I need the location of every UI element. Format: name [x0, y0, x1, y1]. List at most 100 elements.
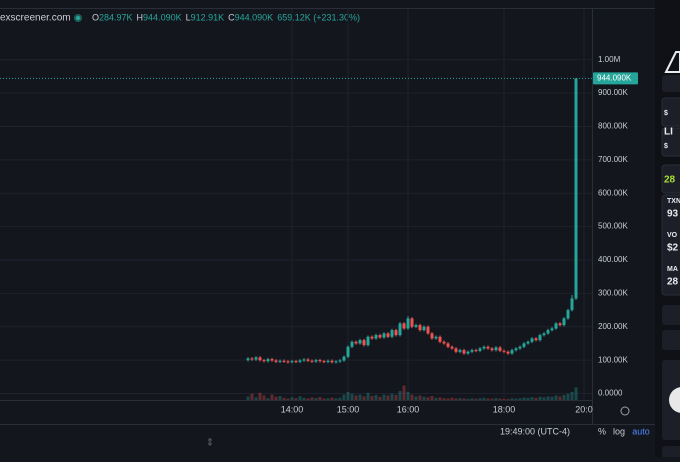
candle-body: [282, 360, 286, 362]
y-tick-label: 400.00K: [598, 255, 628, 264]
volume-bar: [410, 394, 414, 400]
candle-body: [366, 336, 370, 346]
candle-body: [266, 359, 270, 362]
candle-body: [346, 346, 350, 357]
candle-body: [302, 359, 306, 361]
resize-handle[interactable]: ⇕: [206, 438, 214, 449]
panel-button[interactable]: [662, 75, 680, 92]
volume-bar: [566, 393, 570, 400]
auto-toggle[interactable]: auto: [632, 426, 650, 436]
volume-bar: [534, 397, 538, 400]
volume-bar: [270, 394, 274, 400]
candle-body: [362, 340, 366, 346]
candle-body: [550, 328, 554, 331]
site: exscreener.com: [0, 13, 71, 24]
volume-bar: [474, 398, 478, 400]
candle-body: [358, 340, 362, 344]
candle-body: [566, 310, 570, 319]
candle-body: [506, 351, 510, 354]
volume-bar: [438, 397, 442, 400]
volume-bar: [282, 397, 286, 400]
candle-body: [286, 361, 290, 363]
volume-bar: [278, 396, 282, 400]
percent-toggle[interactable]: %: [598, 426, 606, 436]
volume-bar: [362, 396, 366, 400]
candle-body: [398, 323, 402, 336]
panel-button[interactable]: [662, 330, 680, 350]
y-tick-label: 800.00K: [598, 122, 628, 131]
candle-body: [562, 318, 566, 326]
volume-bar: [574, 387, 578, 400]
volume-bar: [354, 395, 358, 400]
candle-body: [290, 361, 294, 363]
volume-bar: [262, 395, 266, 400]
time-zone[interactable]: 19:49:00 (UTC-4): [500, 426, 570, 436]
panel-button[interactable]: [662, 446, 680, 458]
candle-body: [430, 333, 434, 339]
candle-body: [458, 350, 462, 352]
panel-text: 93: [667, 209, 679, 220]
candle-body: [482, 346, 486, 349]
volume-bar: [538, 396, 542, 400]
volume-bar: [366, 392, 370, 400]
last-price-label: 944.090K: [597, 73, 632, 82]
volume-bar: [486, 398, 490, 400]
panel-button[interactable]: [662, 305, 680, 325]
x-tick-label: 14:00: [281, 404, 304, 414]
candle-body: [450, 346, 454, 349]
settings-icon[interactable]: [620, 406, 630, 416]
candle-body: [530, 338, 534, 342]
candle-body: [434, 336, 438, 339]
volume-bar: [558, 396, 562, 400]
candle-body: [294, 361, 298, 363]
ohlc-value: 284.97K: [99, 12, 133, 22]
candle-body: [462, 350, 466, 354]
last-price-box: [593, 72, 638, 85]
volume-bar: [470, 398, 474, 400]
candle-body: [318, 360, 322, 362]
y-tick-label: 1.00M: [598, 55, 621, 64]
candle-body: [354, 341, 358, 344]
candle-body: [338, 360, 342, 362]
volume-bar: [350, 393, 354, 400]
ohlc-key: O: [92, 12, 99, 22]
volume-bar: [318, 397, 322, 400]
volume-bar: [358, 394, 362, 400]
volume-bar: [290, 397, 294, 400]
volume-bar: [522, 397, 526, 400]
candle-body: [558, 323, 562, 326]
log-toggle[interactable]: log: [613, 426, 625, 436]
volume-bar: [462, 398, 466, 400]
candle-body: [526, 341, 530, 344]
candle-body: [490, 348, 494, 351]
volume-bar: [454, 398, 458, 400]
y-tick-label: 300.00K: [598, 288, 628, 297]
volume-bar: [326, 398, 330, 400]
candle-body: [274, 360, 278, 362]
volume-bar: [570, 391, 574, 400]
candle-body: [378, 335, 382, 338]
volume-bar: [414, 396, 418, 400]
volume-bar: [502, 398, 506, 400]
candle-body: [442, 341, 446, 344]
candle-body: [254, 357, 258, 360]
volume-bar: [298, 396, 302, 400]
candle-body: [350, 341, 354, 347]
volume-bar: [442, 398, 446, 400]
candle-body: [554, 323, 558, 329]
ohlc-value: 912.91K: [191, 12, 225, 22]
candle-body: [498, 347, 502, 351]
candle-body: [470, 350, 474, 352]
candle-body: [390, 330, 394, 337]
volume-bar: [446, 398, 450, 400]
panel-text: MA: [667, 266, 678, 273]
volume-bar: [422, 396, 426, 400]
y-tick-label: 600.00K: [598, 188, 628, 197]
panel-card: [661, 164, 680, 194]
ohlc-value: 944.090K: [143, 12, 182, 22]
volume-bar: [254, 397, 258, 400]
volume-bar: [398, 391, 402, 400]
volume-bar: [322, 398, 326, 400]
